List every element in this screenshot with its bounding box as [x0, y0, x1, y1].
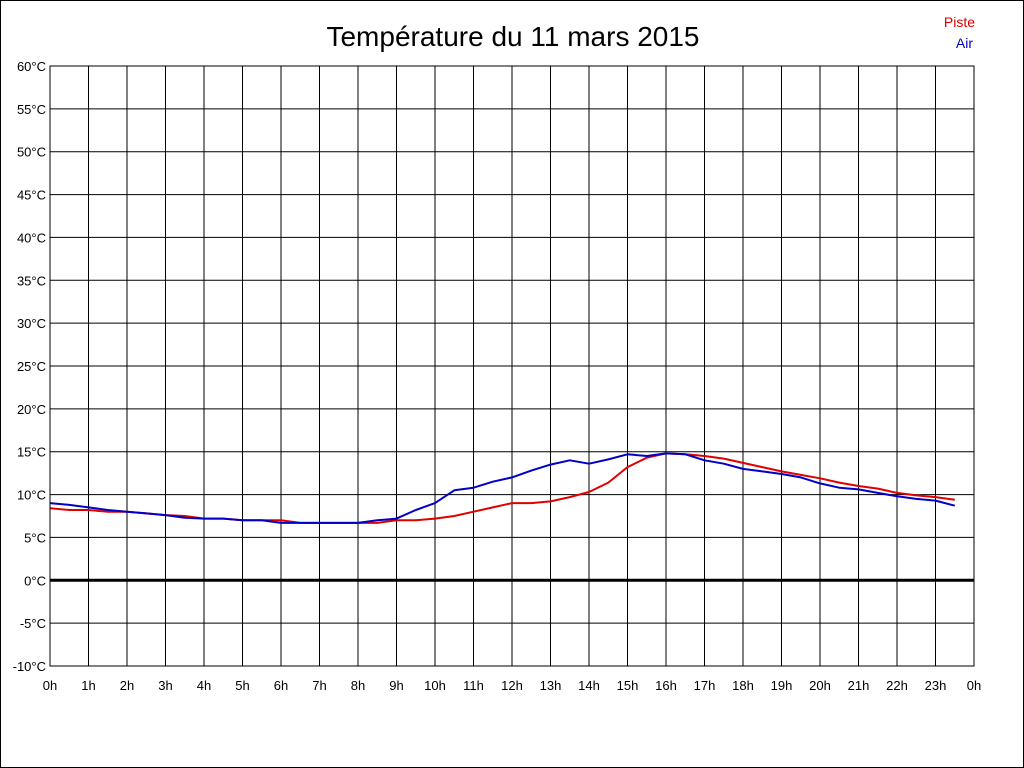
x-tick-label: 5h	[235, 678, 249, 693]
x-tick-label: 10h	[424, 678, 446, 693]
x-tick-label: 12h	[501, 678, 523, 693]
y-tick-label: 15°C	[17, 445, 46, 460]
legend-air: Air	[956, 35, 973, 51]
y-tick-label: -10°C	[13, 659, 46, 674]
y-tick-label: 25°C	[17, 359, 46, 374]
x-tick-label: 20h	[809, 678, 831, 693]
y-tick-label: 10°C	[17, 488, 46, 503]
x-tick-label: 0h	[967, 678, 981, 693]
x-tick-label: 16h	[655, 678, 677, 693]
y-tick-label: 60°C	[17, 59, 46, 74]
x-tick-label: 2h	[120, 678, 134, 693]
axis-tick-labels: -10°C -5°C 0°C 5°C 10°C 15°C 20°C 25°C 30°C 35°C 4…	[13, 59, 982, 693]
legend-piste: Piste	[944, 14, 975, 30]
x-tick-label: 4h	[197, 678, 211, 693]
x-tick-label: 17h	[694, 678, 716, 693]
x-tick-label: 6h	[274, 678, 288, 693]
chart-title: Température du 11 mars 2015	[326, 21, 699, 52]
grid	[49, 65, 975, 667]
x-tick-label: 8h	[351, 678, 365, 693]
x-tick-label: 13h	[540, 678, 562, 693]
y-tick-label: 40°C	[17, 230, 46, 245]
series-line-air	[49, 452, 956, 524]
series-line-piste	[49, 452, 955, 524]
x-tick-label: 11h	[463, 678, 484, 693]
y-tick-label: 55°C	[17, 102, 46, 117]
x-tick-label: 0h	[43, 678, 57, 693]
y-tick-label: 0°C	[24, 573, 46, 588]
y-tick-label: 45°C	[17, 188, 46, 203]
data-series	[49, 452, 956, 524]
y-tick-label: 35°C	[17, 273, 46, 288]
y-tick-label: -5°C	[20, 616, 46, 631]
x-tick-label: 22h	[886, 678, 908, 693]
y-tick-label: 30°C	[17, 316, 46, 331]
x-tick-label: 21h	[848, 678, 870, 693]
x-tick-label: 15h	[617, 678, 639, 693]
plot-border	[49, 65, 975, 667]
x-tick-label: 23h	[925, 678, 947, 693]
x-tick-label: 14h	[578, 678, 600, 693]
y-tick-label: 20°C	[17, 402, 46, 417]
x-tick-label: 9h	[389, 678, 403, 693]
x-tick-label: 18h	[732, 678, 754, 693]
x-tick-label: 19h	[771, 678, 793, 693]
x-tick-label: 3h	[158, 678, 172, 693]
x-tick-label: 1h	[81, 678, 95, 693]
y-tick-label: 5°C	[24, 530, 46, 545]
y-tick-label: 50°C	[17, 145, 46, 160]
x-tick-label: 7h	[312, 678, 326, 693]
